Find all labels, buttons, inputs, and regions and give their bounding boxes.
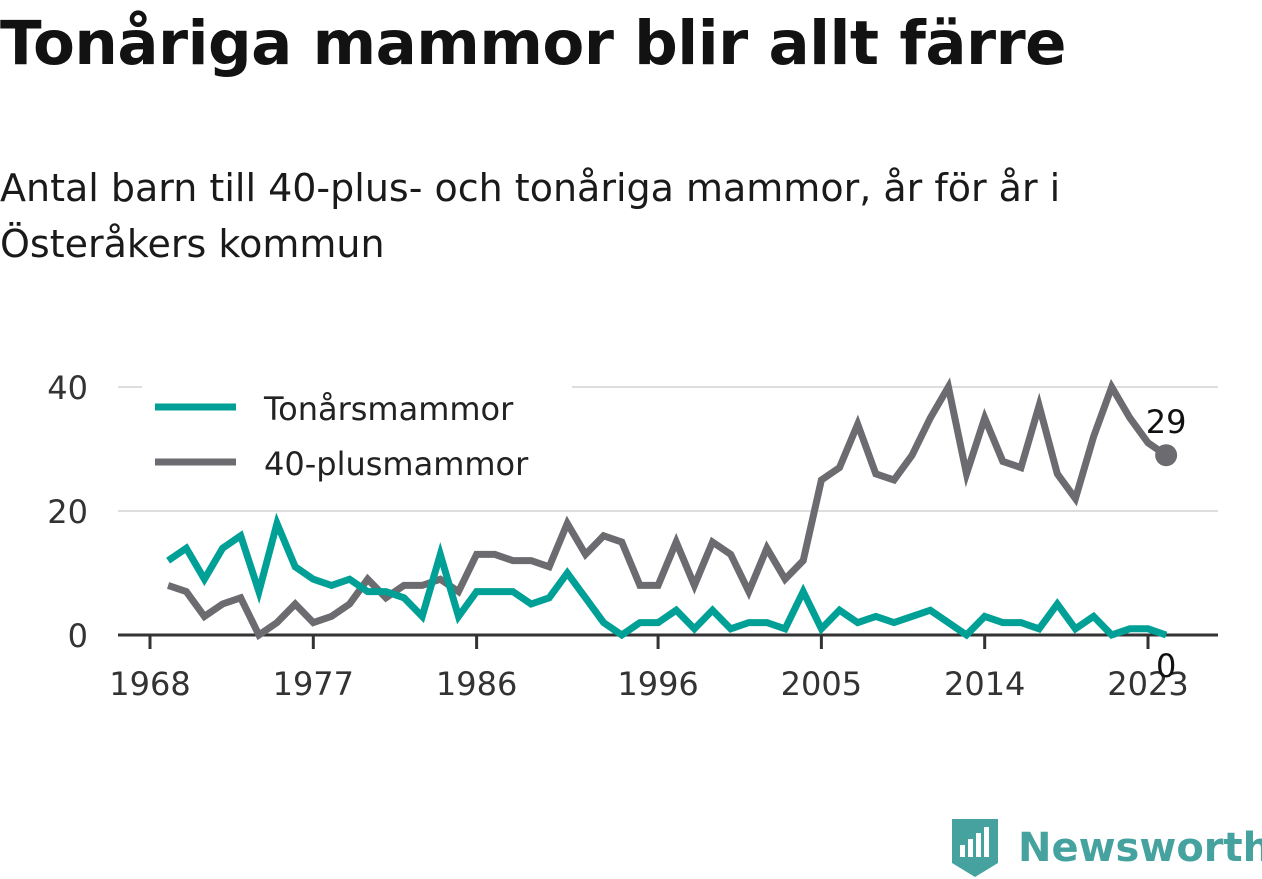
legend-label-40-plusmammor: 40-plusmammor [264,445,529,483]
series-line-40-plusmammor [166,377,1169,641]
legend: Tonårsmammor 40-plusmammor [142,385,572,495]
x-tick-label: 1986 [436,665,517,703]
series-line-tonarsmammor [166,512,1168,640]
y-tick-label: 0 [68,617,88,655]
x-tick-label: 2005 [781,665,862,703]
end-point-marker [1155,444,1178,467]
legend-label-tonarsmammor: Tonårsmammor [263,390,514,428]
x-tick-label: 2023 [1107,665,1188,703]
end-label-40-plusmammor: 29 [1146,403,1187,441]
series-lines [166,377,1178,641]
x-tick-label: 1968 [109,665,190,703]
brand-name: Newsworthy [1018,825,1262,871]
legend-background [142,385,572,495]
x-tick-label: 1996 [617,665,698,703]
end-label-tonarsmammor: 0 [1156,647,1176,685]
x-tick-label: 2014 [944,665,1025,703]
bar-chart-badge-icon [952,819,998,877]
x-axis: 1968 1977 1986 1996 2005 2014 2023 [109,633,1218,703]
y-tick-label: 40 [47,369,88,407]
newsworthy-logo: Newsworthy [950,818,1262,878]
end-labels: 29 0 [1146,403,1187,685]
chart-subtitle: Antal barn till 40-plus- och tonåriga ma… [0,166,1061,266]
y-axis-ticks: 0 20 40 [47,369,88,655]
chart-title: Tonåriga mammor blir allt färre [0,8,1067,79]
x-tick-label: 1977 [273,665,354,703]
y-tick-label: 20 [47,493,88,531]
